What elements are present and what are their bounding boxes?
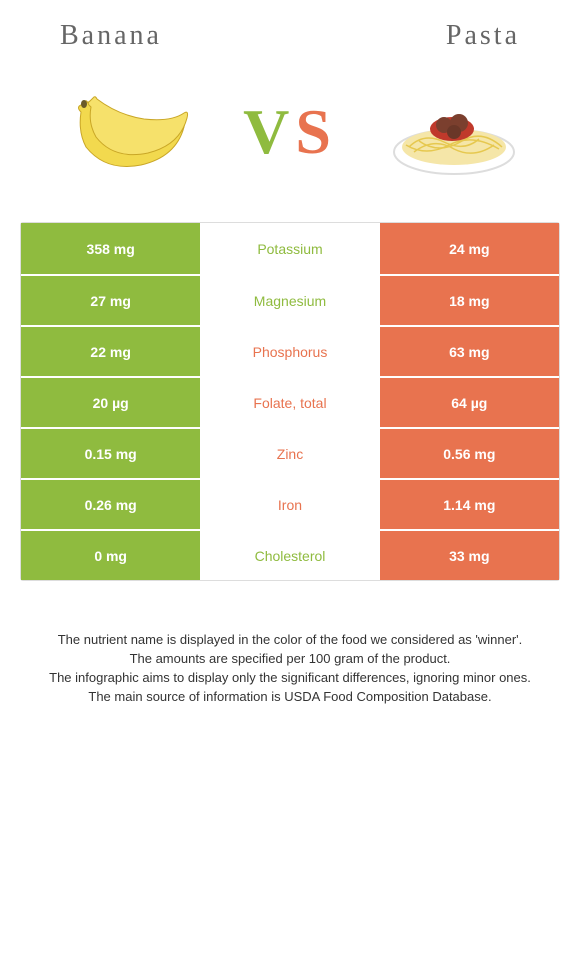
- nutrient-label: Zinc: [200, 427, 379, 478]
- nutrient-label: Iron: [200, 478, 379, 529]
- pasta-value: 33 mg: [380, 529, 559, 580]
- header: Banana Pasta: [0, 0, 580, 62]
- nutrient-label: Cholesterol: [200, 529, 379, 580]
- banana-value: 20 µg: [21, 376, 200, 427]
- banana-title: Banana: [60, 20, 162, 52]
- pasta-value: 18 mg: [380, 274, 559, 325]
- nutrient-row: 0 mgCholesterol33 mg: [21, 529, 559, 580]
- pasta-image: [379, 72, 529, 192]
- banana-value: 22 mg: [21, 325, 200, 376]
- banana-value: 0.15 mg: [21, 427, 200, 478]
- pasta-title: Pasta: [446, 20, 520, 52]
- banana-value: 358 mg: [21, 223, 200, 274]
- footer-line-1: The nutrient name is displayed in the co…: [30, 631, 550, 650]
- footer-line-3: The infographic aims to display only the…: [30, 669, 550, 688]
- banana-value: 27 mg: [21, 274, 200, 325]
- footer-line-2: The amounts are specified per 100 gram o…: [30, 650, 550, 669]
- nutrient-label: Folate, total: [200, 376, 379, 427]
- pasta-value: 0.56 mg: [380, 427, 559, 478]
- footer: The nutrient name is displayed in the co…: [0, 581, 580, 726]
- pasta-value: 63 mg: [380, 325, 559, 376]
- hero: VS: [0, 62, 580, 222]
- nutrient-label: Magnesium: [200, 274, 379, 325]
- nutrient-label: Phosphorus: [200, 325, 379, 376]
- nutrient-table: 358 mgPotassium24 mg27 mgMagnesium18 mg2…: [20, 222, 560, 581]
- banana-image: [51, 72, 201, 192]
- vs-label: VS: [243, 95, 337, 169]
- vs-v: V: [243, 96, 295, 167]
- nutrient-row: 0.15 mgZinc0.56 mg: [21, 427, 559, 478]
- banana-value: 0.26 mg: [21, 478, 200, 529]
- footer-line-4: The main source of information is USDA F…: [30, 688, 550, 707]
- nutrient-label: Potassium: [200, 223, 379, 274]
- nutrient-row: 358 mgPotassium24 mg: [21, 223, 559, 274]
- nutrient-row: 0.26 mgIron1.14 mg: [21, 478, 559, 529]
- pasta-value: 64 µg: [380, 376, 559, 427]
- nutrient-row: 27 mgMagnesium18 mg: [21, 274, 559, 325]
- nutrient-row: 20 µgFolate, total64 µg: [21, 376, 559, 427]
- nutrient-row: 22 mgPhosphorus63 mg: [21, 325, 559, 376]
- pasta-value: 24 mg: [380, 223, 559, 274]
- pasta-value: 1.14 mg: [380, 478, 559, 529]
- banana-value: 0 mg: [21, 529, 200, 580]
- vs-s: S: [295, 96, 337, 167]
